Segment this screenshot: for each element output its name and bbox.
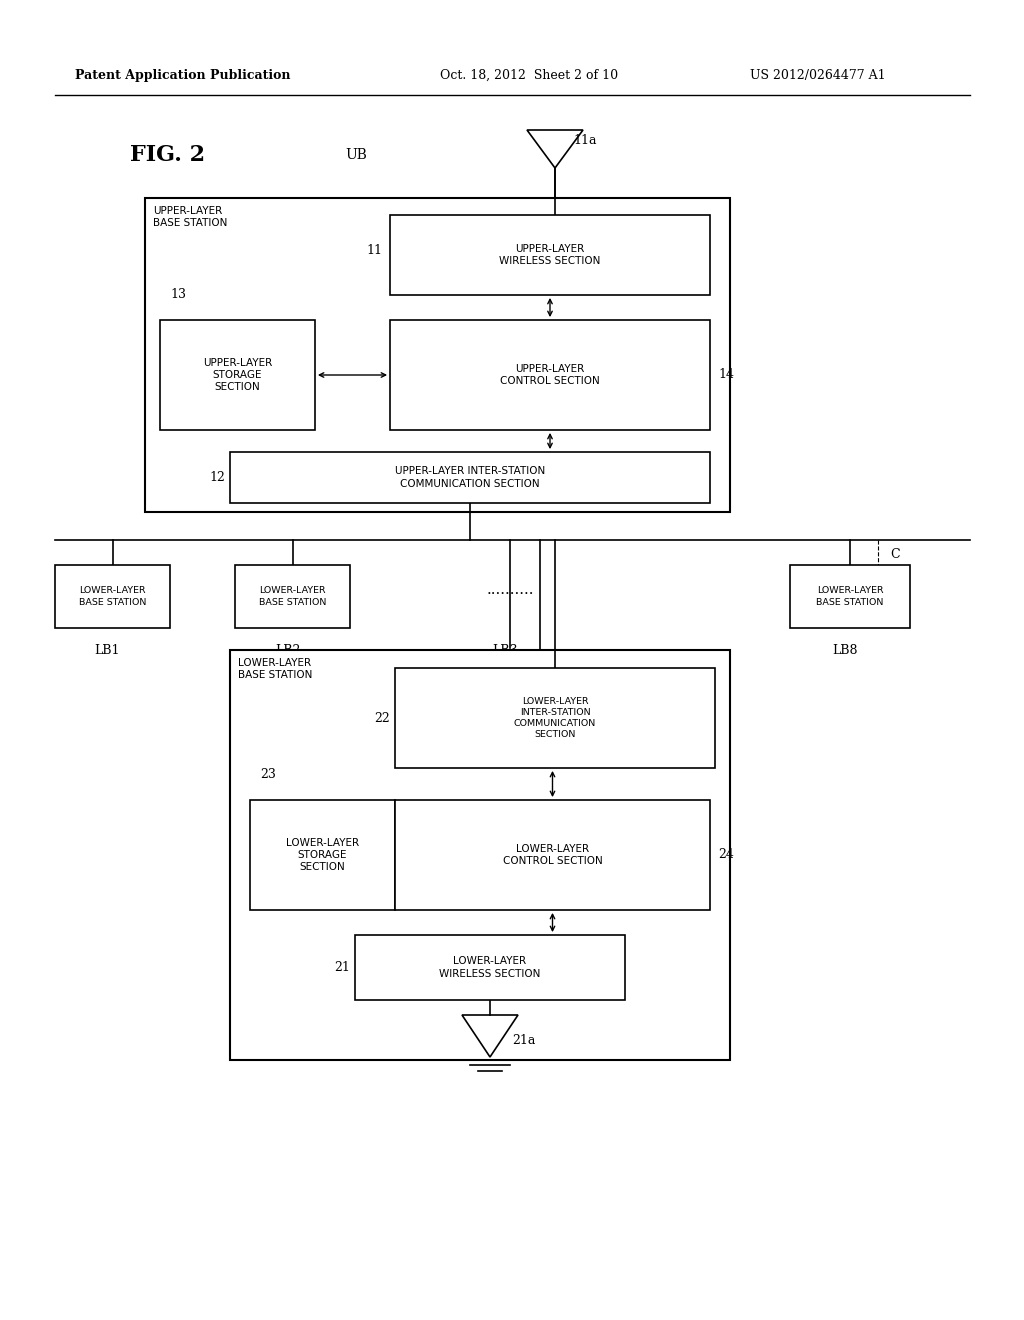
Text: LOWER-LAYER
BASE STATION: LOWER-LAYER BASE STATION	[259, 586, 327, 607]
Text: 24: 24	[718, 849, 734, 862]
Text: US 2012/0264477 A1: US 2012/0264477 A1	[750, 69, 886, 82]
Text: LOWER-LAYER
CONTROL SECTION: LOWER-LAYER CONTROL SECTION	[503, 843, 602, 866]
Bar	[390, 215, 710, 294]
Text: 21a: 21a	[512, 1035, 536, 1048]
Text: UPPER-LAYER INTER-STATION
COMMUNICATION SECTION: UPPER-LAYER INTER-STATION COMMUNICATION …	[395, 466, 545, 488]
Bar	[160, 319, 315, 430]
Bar	[250, 800, 395, 909]
Bar	[395, 800, 710, 909]
Text: 13: 13	[170, 289, 186, 301]
Bar	[230, 451, 710, 503]
Text: C: C	[890, 549, 900, 561]
Text: LOWER-LAYER
STORAGE
SECTION: LOWER-LAYER STORAGE SECTION	[286, 838, 359, 873]
Text: UPPER-LAYER
CONTROL SECTION: UPPER-LAYER CONTROL SECTION	[500, 364, 600, 387]
Bar	[230, 649, 730, 1060]
Text: 12: 12	[209, 471, 225, 484]
Text: LOWER-LAYER
WIRELESS SECTION: LOWER-LAYER WIRELESS SECTION	[439, 956, 541, 978]
Text: UPPER-LAYER
WIRELESS SECTION: UPPER-LAYER WIRELESS SECTION	[500, 244, 601, 267]
Bar	[234, 565, 350, 628]
Bar	[395, 668, 715, 768]
Text: FIG. 2: FIG. 2	[130, 144, 205, 166]
Text: LOWER-LAYER
BASE STATION: LOWER-LAYER BASE STATION	[816, 586, 884, 607]
Text: UPPER-LAYER
BASE STATION: UPPER-LAYER BASE STATION	[153, 206, 227, 228]
Text: 11a: 11a	[573, 133, 597, 147]
Text: LB3: LB3	[493, 644, 518, 656]
Text: 23: 23	[260, 768, 275, 781]
Text: 21: 21	[334, 961, 350, 974]
Text: 11: 11	[366, 243, 382, 256]
Text: UPPER-LAYER
STORAGE
SECTION: UPPER-LAYER STORAGE SECTION	[203, 358, 272, 392]
Text: Oct. 18, 2012  Sheet 2 of 10: Oct. 18, 2012 Sheet 2 of 10	[440, 69, 618, 82]
Text: UB: UB	[345, 148, 367, 162]
Text: LB2: LB2	[274, 644, 300, 656]
Text: LB8: LB8	[833, 644, 858, 656]
Text: ..........: ..........	[486, 583, 534, 597]
Text: Patent Application Publication: Patent Application Publication	[75, 69, 291, 82]
Bar	[55, 565, 170, 628]
Text: LB1: LB1	[95, 644, 120, 656]
Bar	[145, 198, 730, 512]
Text: 22: 22	[374, 711, 390, 725]
Bar	[390, 319, 710, 430]
Bar	[790, 565, 910, 628]
Text: LOWER-LAYER
BASE STATION: LOWER-LAYER BASE STATION	[238, 657, 312, 680]
Bar	[355, 935, 625, 1001]
Text: LOWER-LAYER
BASE STATION: LOWER-LAYER BASE STATION	[79, 586, 146, 607]
Text: LOWER-LAYER
INTER-STATION
COMMUNICATION
SECTION: LOWER-LAYER INTER-STATION COMMUNICATION …	[514, 697, 596, 739]
Text: 14: 14	[718, 368, 734, 381]
